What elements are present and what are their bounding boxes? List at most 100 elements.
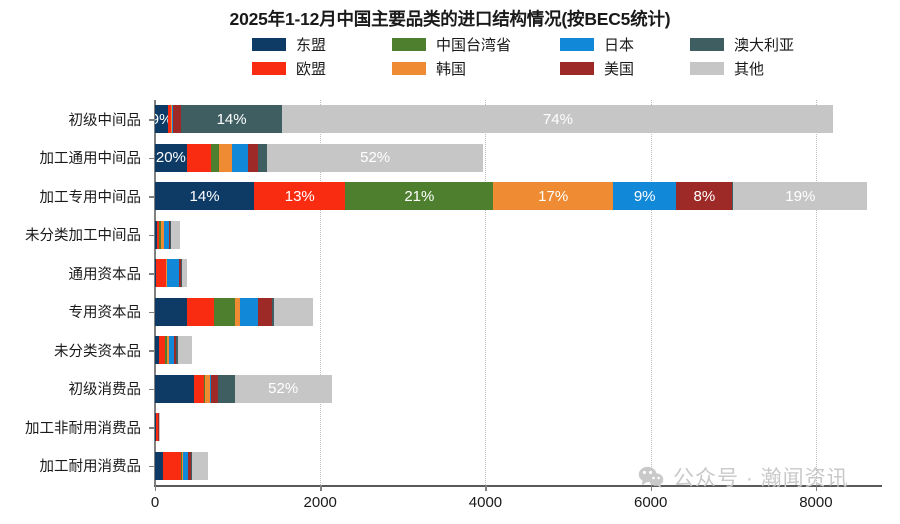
bar-segment[interactable]	[155, 413, 159, 442]
bar-row[interactable]	[155, 297, 313, 326]
bar-segment-label: 9%	[633, 187, 656, 205]
bar-segment-label: 13%	[284, 187, 315, 205]
bar-segment[interactable]	[193, 374, 205, 403]
bar-segment[interactable]	[247, 143, 259, 172]
bar-segment[interactable]: 52%	[234, 374, 332, 403]
legend-item[interactable]: 澳大利亚	[690, 33, 830, 55]
bar-segment[interactable]	[732, 182, 734, 211]
bar-segment[interactable]	[158, 413, 160, 442]
bar-row[interactable]: 9% 14% 74%	[155, 105, 834, 134]
bar-segment[interactable]	[186, 143, 211, 172]
bar-segment[interactable]	[161, 220, 164, 249]
legend-item[interactable]: 其他	[690, 57, 830, 79]
bar-segment[interactable]	[182, 451, 188, 480]
legend-item[interactable]: 美国	[560, 57, 690, 79]
bar-segment[interactable]	[155, 374, 194, 403]
bar-segment[interactable]	[155, 220, 157, 249]
bar-segment[interactable]	[155, 297, 188, 326]
bar-segment-label: 52%	[360, 149, 391, 167]
bar-row[interactable]	[155, 220, 181, 249]
bar-segment[interactable]	[155, 336, 159, 365]
bar-segment[interactable]	[168, 220, 171, 249]
bar-segment[interactable]: 52%	[266, 143, 484, 172]
bar-segment[interactable]: 8%	[676, 182, 733, 211]
bar-segment[interactable]: 21%	[345, 182, 494, 211]
bar-segment[interactable]	[191, 451, 209, 480]
bar-row[interactable]	[155, 413, 160, 442]
bar-segment[interactable]	[210, 143, 220, 172]
bar-segment[interactable]	[239, 297, 258, 326]
legend-item[interactable]: 欧盟	[252, 57, 392, 79]
bar-segment[interactable]	[258, 143, 267, 172]
bar-segment[interactable]	[219, 143, 232, 172]
bar-segment[interactable]	[272, 297, 274, 326]
bar-segment[interactable]	[172, 105, 181, 134]
bar-segment[interactable]	[204, 374, 210, 403]
x-axis-tick	[155, 485, 157, 491]
bar-segment[interactable]	[174, 336, 177, 365]
bar-row[interactable]: 52%	[155, 374, 332, 403]
bar-segment[interactable]	[155, 259, 157, 288]
bar-segment[interactable]	[177, 336, 193, 365]
legend-swatch-icon	[252, 37, 286, 51]
bar-segment[interactable]	[235, 297, 240, 326]
bar-segment[interactable]	[257, 297, 273, 326]
bar-segment[interactable]	[181, 259, 188, 288]
bar-segment[interactable]	[163, 220, 169, 249]
bar-segment[interactable]	[158, 336, 165, 365]
bar-segment[interactable]	[155, 451, 164, 480]
bar-segment[interactable]: 19%	[733, 182, 868, 211]
bar-segment[interactable]	[164, 336, 167, 365]
bar-segment[interactable]	[167, 259, 179, 288]
bar-segment-label: 21%	[404, 187, 435, 205]
bar-segment[interactable]	[159, 220, 162, 249]
bar-row[interactable]: 14% 13% 21% 17% 9% 8% 19%	[155, 182, 868, 211]
legend-item[interactable]: 东盟	[252, 33, 392, 55]
bar-segment[interactable]	[171, 105, 173, 134]
bar-segment[interactable]	[170, 105, 172, 134]
bar-segment[interactable]	[169, 336, 175, 365]
bar-segment[interactable]	[156, 220, 160, 249]
bar-segment[interactable]	[218, 374, 235, 403]
bar-segment[interactable]	[171, 220, 181, 249]
bar-segment[interactable]	[231, 143, 248, 172]
bar-segment[interactable]	[211, 374, 219, 403]
bar-segment[interactable]	[181, 451, 183, 480]
bar-segment[interactable]: 74%	[282, 105, 834, 134]
bar-segment[interactable]	[178, 259, 182, 288]
bar-segment[interactable]: 9%	[155, 105, 169, 134]
bar-row[interactable]	[155, 336, 193, 365]
x-gridline	[815, 100, 818, 485]
legend-swatch-icon	[690, 37, 724, 51]
bar-segment[interactable]	[166, 259, 168, 288]
bar-segment[interactable]: 14%	[155, 182, 255, 211]
bar-segment[interactable]	[176, 336, 178, 365]
bar-segment[interactable]: 20%	[155, 143, 187, 172]
legend-item[interactable]: 中国台湾省	[392, 33, 560, 55]
bar-segment[interactable]	[168, 105, 171, 134]
bar-segment[interactable]	[180, 451, 182, 480]
bar-segment[interactable]	[188, 451, 192, 480]
bar-row[interactable]	[155, 259, 188, 288]
bar-segment[interactable]	[214, 297, 236, 326]
bar-segment[interactable]: 14%	[180, 105, 283, 134]
bar-segment[interactable]: 13%	[254, 182, 346, 211]
legend-item[interactable]: 韩国	[392, 57, 560, 79]
bar-segment-label: 9%	[155, 112, 168, 127]
bar-segment[interactable]	[170, 220, 172, 249]
bar-segment[interactable]	[209, 374, 212, 403]
bar-segment[interactable]: 17%	[493, 182, 614, 211]
bar-segment[interactable]	[163, 451, 181, 480]
bar-segment-label: 8%	[693, 187, 716, 205]
legend-item[interactable]: 日本	[560, 33, 690, 55]
bar-segment[interactable]: 9%	[613, 182, 677, 211]
y-axis-tick	[149, 465, 155, 468]
bar-segment[interactable]	[156, 259, 166, 288]
bar-row[interactable]	[155, 451, 209, 480]
bar-segment[interactable]	[273, 297, 313, 326]
bar-segment[interactable]	[187, 297, 215, 326]
bar-segment[interactable]	[166, 336, 170, 365]
bar-segment[interactable]	[155, 413, 156, 442]
bar-segment[interactable]	[172, 105, 173, 134]
bar-row[interactable]: 20% 52%	[155, 143, 484, 172]
